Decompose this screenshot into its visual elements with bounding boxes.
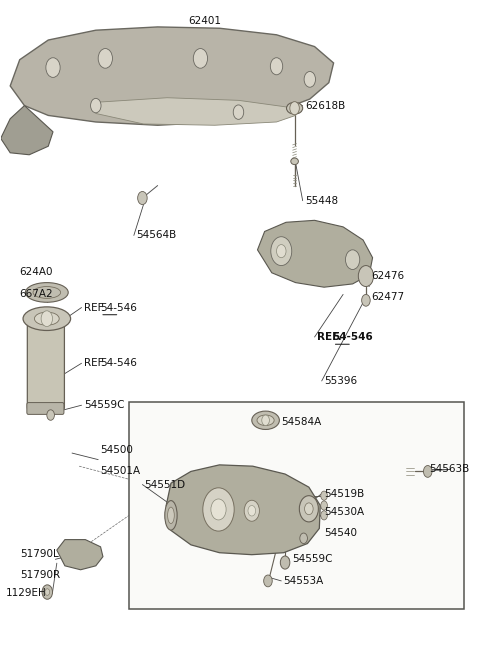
- Ellipse shape: [165, 501, 177, 530]
- Text: 54564B: 54564B: [136, 231, 177, 240]
- Ellipse shape: [291, 158, 299, 165]
- Ellipse shape: [257, 415, 274, 426]
- Polygon shape: [257, 220, 372, 287]
- Ellipse shape: [252, 411, 279, 430]
- Circle shape: [270, 58, 283, 75]
- FancyBboxPatch shape: [27, 319, 64, 410]
- Circle shape: [321, 501, 327, 510]
- Ellipse shape: [35, 312, 59, 325]
- Circle shape: [46, 58, 60, 78]
- Bar: [129, 402, 464, 609]
- Text: 62401: 62401: [189, 16, 222, 26]
- Text: 54551D: 54551D: [144, 480, 185, 489]
- Circle shape: [423, 466, 432, 478]
- Text: 62477: 62477: [372, 292, 405, 302]
- Polygon shape: [10, 27, 334, 125]
- Circle shape: [193, 49, 207, 68]
- Text: 62476: 62476: [372, 271, 405, 281]
- Text: 624A0: 624A0: [19, 267, 52, 277]
- Text: 54559C: 54559C: [84, 400, 124, 410]
- Text: 55448: 55448: [305, 196, 338, 206]
- Circle shape: [321, 491, 327, 500]
- Circle shape: [300, 495, 318, 522]
- Text: 51790R: 51790R: [21, 570, 61, 579]
- Circle shape: [264, 575, 272, 587]
- Text: 55396: 55396: [324, 376, 357, 386]
- Text: 1129EH: 1129EH: [5, 588, 46, 598]
- Polygon shape: [166, 465, 320, 555]
- Circle shape: [346, 250, 360, 269]
- Circle shape: [361, 294, 370, 306]
- Text: 54-546: 54-546: [100, 302, 137, 313]
- Text: 54563B: 54563B: [429, 464, 469, 474]
- Text: 54553A: 54553A: [284, 576, 324, 586]
- Circle shape: [321, 510, 327, 520]
- Polygon shape: [57, 539, 103, 570]
- Text: 54540: 54540: [324, 528, 357, 538]
- Circle shape: [280, 556, 290, 569]
- Circle shape: [203, 487, 234, 531]
- Circle shape: [300, 533, 307, 543]
- Text: 667A2: 667A2: [19, 289, 52, 299]
- Polygon shape: [0, 106, 53, 155]
- Text: 54530A: 54530A: [324, 507, 364, 516]
- Text: 54519B: 54519B: [324, 489, 364, 499]
- Circle shape: [91, 99, 101, 113]
- Ellipse shape: [168, 507, 174, 524]
- Circle shape: [248, 505, 255, 516]
- Circle shape: [45, 589, 49, 595]
- Circle shape: [211, 499, 226, 520]
- Circle shape: [244, 500, 259, 521]
- Circle shape: [271, 237, 292, 265]
- Circle shape: [262, 415, 269, 426]
- Circle shape: [41, 311, 52, 327]
- Circle shape: [358, 265, 373, 286]
- Circle shape: [304, 72, 315, 87]
- Ellipse shape: [25, 283, 68, 302]
- Circle shape: [276, 244, 286, 258]
- Ellipse shape: [287, 102, 303, 114]
- Ellipse shape: [23, 307, 71, 330]
- Text: 51790L: 51790L: [21, 549, 60, 559]
- Text: 54500: 54500: [101, 445, 133, 455]
- Polygon shape: [96, 98, 296, 125]
- Text: 54-546: 54-546: [100, 358, 137, 368]
- Circle shape: [138, 191, 147, 204]
- Circle shape: [290, 102, 300, 115]
- Text: 54584A: 54584A: [281, 417, 322, 426]
- Text: 54-546: 54-546: [333, 332, 373, 342]
- Text: 62618B: 62618B: [305, 101, 345, 110]
- Text: REF.: REF.: [84, 302, 105, 313]
- Text: 54559C: 54559C: [292, 555, 332, 564]
- FancyBboxPatch shape: [27, 403, 64, 415]
- Circle shape: [305, 503, 313, 514]
- Text: 54501A: 54501A: [101, 466, 141, 476]
- Circle shape: [47, 410, 54, 420]
- Text: REF.: REF.: [317, 332, 342, 342]
- Circle shape: [98, 49, 112, 68]
- Circle shape: [42, 585, 52, 599]
- Circle shape: [233, 105, 244, 120]
- Text: REF.: REF.: [84, 358, 105, 368]
